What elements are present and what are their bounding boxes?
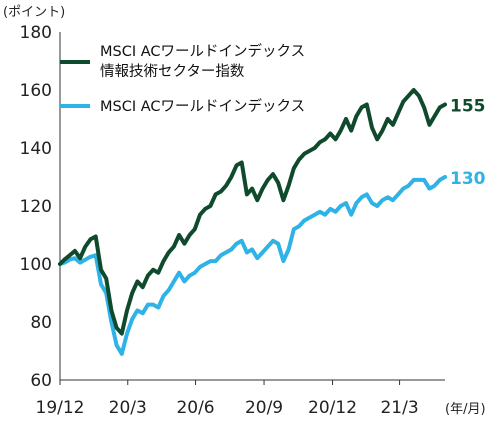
legend: MSCI ACワールドインデックス 情報技術セクター指数 MSCI ACワールド… (60, 42, 305, 115)
series-lines (58, 88, 447, 356)
end-labels: 130 155 (450, 97, 486, 190)
end-value-label-world: 130 (450, 169, 486, 189)
x-tick-label: 20/3 (109, 398, 147, 418)
y-tick-label: 180 (20, 23, 52, 43)
legend-label-sector-line1: MSCI ACワールドインデックス (100, 42, 305, 60)
y-ticks: 60 80 100 120 140 160 180 (20, 23, 52, 391)
series-line-world (58, 175, 447, 356)
series-line-sector (58, 88, 447, 336)
y-tick-label: 60 (30, 371, 52, 391)
x-tick-label: 20/12 (308, 398, 357, 418)
x-tick-label: 20/6 (176, 398, 214, 418)
y-tick-label: 80 (30, 313, 52, 333)
y-tick-label: 160 (20, 81, 52, 101)
end-value-label-sector: 155 (450, 97, 486, 117)
y-tick-label: 100 (20, 255, 52, 275)
y-axis-unit-label: (ポイント) (3, 5, 65, 20)
x-ticks: 19/12 20/3 20/6 20/9 20/12 21/3 (36, 380, 419, 418)
y-tick-label: 140 (20, 139, 52, 159)
x-tick-label: 20/9 (245, 398, 283, 418)
x-tick-label: 21/3 (380, 398, 418, 418)
y-tick-label: 120 (20, 197, 52, 217)
legend-label-world: MSCI ACワールドインデックス (100, 97, 305, 115)
x-tick-label: 19/12 (36, 398, 85, 418)
x-axis-unit-label: (年/月) (445, 402, 486, 417)
legend-label-sector-line2: 情報技術セクター指数 (100, 63, 245, 80)
axes (59, 32, 445, 381)
